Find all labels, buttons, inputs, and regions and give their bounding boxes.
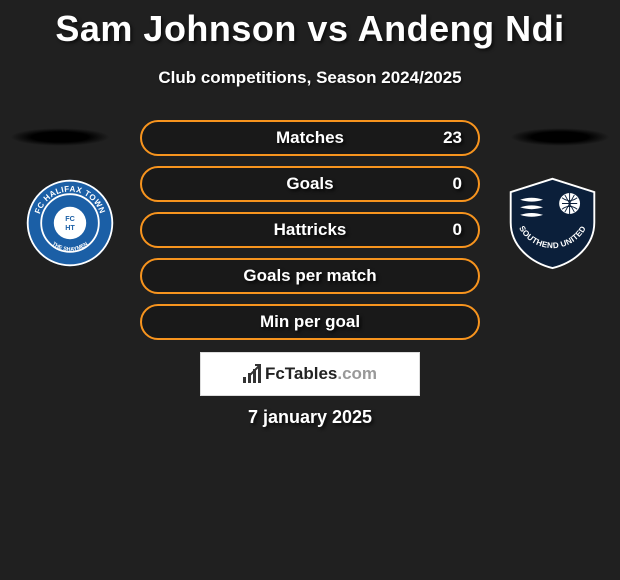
- footer-brand-light: .com: [337, 364, 377, 383]
- stat-row-matches: Matches 23: [140, 120, 480, 156]
- stat-value-right: 23: [443, 128, 462, 148]
- page-title: Sam Johnson vs Andeng Ndi: [0, 0, 620, 50]
- arrow-up-icon: [247, 362, 261, 380]
- stat-row-min-per-goal: Min per goal: [140, 304, 480, 340]
- stats-container: Matches 23 Goals 0 Hattricks 0 Goals per…: [140, 120, 480, 350]
- svg-text:FC: FC: [65, 214, 75, 223]
- svg-text:HT: HT: [65, 223, 75, 232]
- stat-row-hattricks: Hattricks 0: [140, 212, 480, 248]
- player-silhouette-shadow-left: [10, 128, 110, 146]
- stat-row-goals-per-match: Goals per match: [140, 258, 480, 294]
- club-badge-right: SOUTHEND UNITED: [505, 175, 600, 270]
- stat-label: Matches: [276, 128, 344, 148]
- subtitle: Club competitions, Season 2024/2025: [0, 68, 620, 88]
- stat-row-goals: Goals 0: [140, 166, 480, 202]
- player-silhouette-shadow-right: [510, 128, 610, 146]
- footer-brand-dark: FcTables: [265, 364, 337, 383]
- stat-label: Goals per match: [243, 266, 376, 286]
- date-text: 7 january 2025: [0, 407, 620, 428]
- stat-label: Goals: [286, 174, 333, 194]
- stat-value-right: 0: [453, 174, 462, 194]
- footer-brand-box: FcTables.com: [200, 352, 420, 396]
- club-badge-left: FC HALIFAX TOWN THE SHAYMEN FC HT: [25, 178, 115, 268]
- footer-brand-text: FcTables.com: [265, 364, 377, 384]
- stat-label: Min per goal: [260, 312, 360, 332]
- stat-value-right: 0: [453, 220, 462, 240]
- stat-label: Hattricks: [274, 220, 347, 240]
